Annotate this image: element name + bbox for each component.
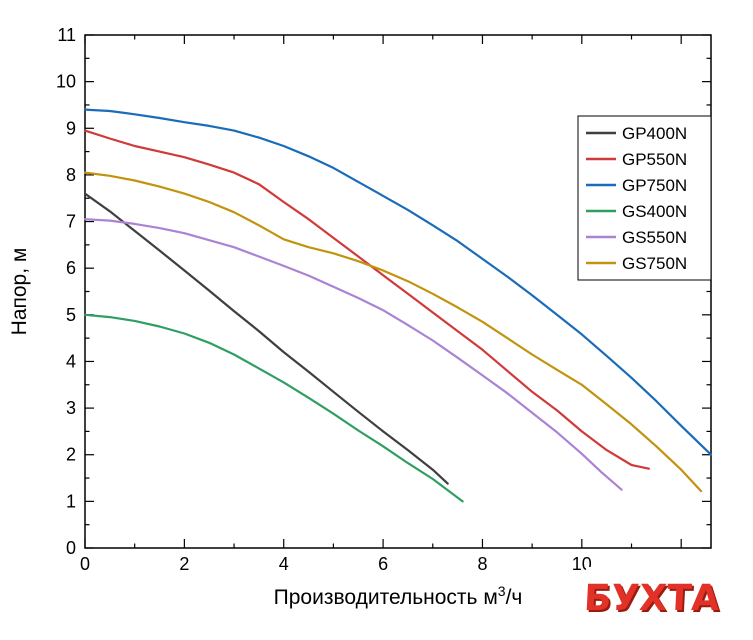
svg-text:3: 3 bbox=[66, 398, 76, 418]
series-line-GP750N bbox=[83, 108, 713, 456]
svg-text:6: 6 bbox=[378, 554, 388, 574]
svg-text:5: 5 bbox=[66, 305, 76, 325]
series-lines bbox=[83, 108, 713, 503]
series-line-GS550N bbox=[83, 218, 623, 491]
svg-text:1: 1 bbox=[66, 491, 76, 511]
svg-text:8: 8 bbox=[66, 165, 76, 185]
legend-label-GS550N: GS550N bbox=[622, 228, 687, 247]
svg-text:6: 6 bbox=[66, 258, 76, 278]
svg-text:9: 9 bbox=[66, 118, 76, 138]
svg-text:8: 8 bbox=[477, 554, 487, 574]
legend: GP400N GP550N GP750N GS400N GS550N GS750N bbox=[577, 115, 712, 281]
svg-text:4: 4 bbox=[279, 554, 289, 574]
series-line-GS400N bbox=[83, 313, 464, 503]
svg-text:7: 7 bbox=[66, 212, 76, 232]
svg-text:0: 0 bbox=[80, 554, 90, 574]
svg-text:10: 10 bbox=[56, 72, 76, 92]
watermark-logo: БУХТА bbox=[583, 567, 721, 629]
svg-text:11: 11 bbox=[57, 25, 76, 45]
plot-area bbox=[84, 34, 712, 549]
legend-label-GP750N: GP750N bbox=[622, 176, 687, 195]
svg-text:2: 2 bbox=[66, 445, 76, 465]
axis-ticks bbox=[84, 34, 711, 549]
legend-label-GP400N: GP400N bbox=[622, 124, 687, 143]
y-axis-label: Напор, м bbox=[8, 248, 31, 336]
svg-text:4: 4 bbox=[66, 351, 76, 371]
x-axis-label: Производительность м3/ч bbox=[274, 583, 523, 609]
svg-text:0: 0 bbox=[66, 538, 76, 558]
series-line-GP400N bbox=[83, 192, 449, 485]
watermark-text: БУХТА bbox=[583, 577, 721, 619]
svg-text:2: 2 bbox=[179, 554, 189, 574]
series-line-GS750N bbox=[83, 171, 703, 493]
legend-label-GS750N: GS750N bbox=[622, 254, 687, 273]
legend-box bbox=[577, 115, 712, 281]
legend-label-GS400N: GS400N bbox=[622, 202, 687, 221]
legend-label-GP550N: GP550N bbox=[622, 150, 687, 169]
